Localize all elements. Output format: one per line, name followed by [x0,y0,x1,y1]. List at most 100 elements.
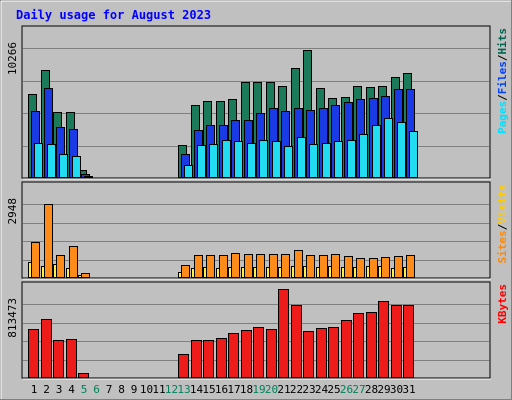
x-tick-label-17: 17 [227,383,240,396]
x-tick-label-18: 18 [240,383,253,396]
y-max-label-requests: 10266 [6,42,19,75]
bar-sites-day-22 [294,250,303,278]
bar-pages-day-5 [84,176,93,178]
x-tick-label-2: 2 [43,383,50,396]
bar-kbytes-day-13 [178,354,189,378]
bar-sites-day-15 [206,255,215,278]
bar-pages-day-14 [197,145,206,178]
x-tick-label-31: 31 [402,383,415,396]
bar-kbytes-day-19 [253,327,264,378]
bar-kbytes-day-22 [291,305,302,378]
bar-kbytes-day-1 [28,329,39,378]
series-kbytes [28,289,414,378]
bar-sites-day-21 [281,254,290,278]
legend-entry: Files [496,61,509,94]
series-pages [34,118,418,178]
bar-sites-day-16 [219,255,228,278]
x-tick-label-8: 8 [118,383,125,396]
bar-kbytes-day-18 [241,330,252,378]
bar-sites-day-28 [369,258,378,278]
legend-entry: Pages [496,101,509,134]
bar-sites-day-4 [69,246,78,278]
legend-kbytes: KBytes [496,284,509,324]
bar-pages-day-19 [259,140,268,178]
x-tick-label-13: 13 [177,383,190,396]
bar-kbytes-day-4 [66,339,77,378]
bar-pages-day-27 [359,134,368,178]
bar-pages-day-17 [234,141,243,178]
bar-kbytes-day-5 [78,373,89,378]
x-tick-label-15: 15 [202,383,215,396]
bar-kbytes-day-25 [328,327,339,378]
x-tick-label-10: 10 [140,383,153,396]
bar-sites-day-2 [44,204,53,278]
bar-sites-day-23 [306,255,315,278]
bar-sites-day-3 [56,255,65,278]
bar-pages-day-13 [184,165,193,178]
bar-pages-day-22 [297,137,306,178]
x-tick-label-27: 27 [352,383,365,396]
bar-kbytes-day-2 [41,319,52,378]
bar-pages-day-4 [72,156,81,178]
x-tick-label-25: 25 [327,383,340,396]
bar-kbytes-day-27 [353,313,364,378]
bar-kbytes-day-3 [53,340,64,378]
bar-sites-day-14 [194,255,203,278]
bar-pages-day-1 [34,143,43,178]
bar-sites-day-31 [406,255,415,278]
y-max-label-visitors: 2948 [6,198,19,225]
legend-entry: Visits [496,184,509,224]
bar-pages-day-25 [334,141,343,178]
x-tick-label-24: 24 [315,383,329,396]
bar-pages-day-3 [59,154,68,178]
bar-sites-day-5 [81,273,90,278]
bar-kbytes-day-26 [341,320,352,378]
bar-pages-day-2 [47,144,56,178]
bar-sites-day-1 [31,242,40,278]
bar-sites-day-17 [231,253,240,278]
bar-kbytes-day-31 [403,305,414,378]
bar-kbytes-day-30 [391,305,402,378]
y-max-label-kbytes: 813473 [6,298,19,338]
bar-sites-day-27 [356,258,365,278]
bar-sites-day-25 [331,254,340,278]
bar-sites-day-26 [344,256,353,278]
panel-kbytes: 813473 KBytes [6,281,509,380]
x-tick-label-29: 29 [377,383,390,396]
x-tick-label-21: 21 [277,383,290,396]
bar-pages-day-30 [397,122,406,178]
bar-pages-day-28 [372,125,381,178]
bar-pages-day-18 [247,143,256,178]
bar-pages-day-26 [347,140,356,178]
x-tick-label-19: 19 [252,383,265,396]
bar-pages-day-23 [309,144,318,178]
bar-kbytes-day-29 [378,301,389,378]
legend-visitors: Sites/Visits [496,184,509,264]
bar-pages-day-31 [409,131,418,178]
bar-kbytes-day-28 [366,312,377,378]
x-tick-label-3: 3 [56,383,63,396]
x-tick-label-7: 7 [106,383,113,396]
x-tick-label-20: 20 [265,383,278,396]
bar-kbytes-day-21 [278,289,289,378]
bar-pages-day-16 [222,140,231,178]
bar-sites-day-30 [394,256,403,278]
legend-entry: Sites [496,230,509,263]
bar-pages-day-29 [384,118,393,178]
legend-entry: Hits [496,28,509,55]
series-sites [31,204,415,278]
bar-sites-day-13 [181,265,190,278]
x-tick-label-11: 11 [152,383,165,396]
x-tick-label-28: 28 [365,383,378,396]
bar-pages-day-24 [322,143,331,178]
bar-kbytes-day-24 [316,328,327,378]
legend-entry: KBytes [496,284,509,324]
bar-pages-day-20 [272,141,281,178]
x-tick-label-14: 14 [190,383,204,396]
bar-kbytes-day-20 [266,329,277,378]
x-axis-labels: 1 2 3 4 5 6 7 8 9 10 11 12 13 14 15 16 17 18 19 20 21 22 23 24 2… [31,383,416,396]
x-tick-label-16: 16 [215,383,228,396]
legend-entry: / [496,223,509,230]
bar-pages-day-21 [284,146,293,178]
